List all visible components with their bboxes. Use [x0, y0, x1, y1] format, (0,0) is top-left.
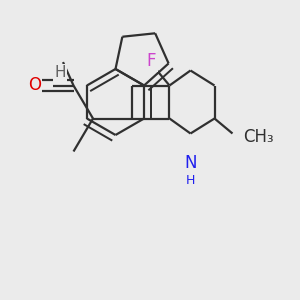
- Text: N: N: [184, 154, 197, 172]
- Text: CH₃: CH₃: [243, 128, 274, 146]
- Text: H: H: [186, 173, 195, 187]
- Text: O: O: [28, 76, 41, 94]
- Text: F: F: [147, 52, 156, 70]
- Text: H: H: [54, 65, 66, 80]
